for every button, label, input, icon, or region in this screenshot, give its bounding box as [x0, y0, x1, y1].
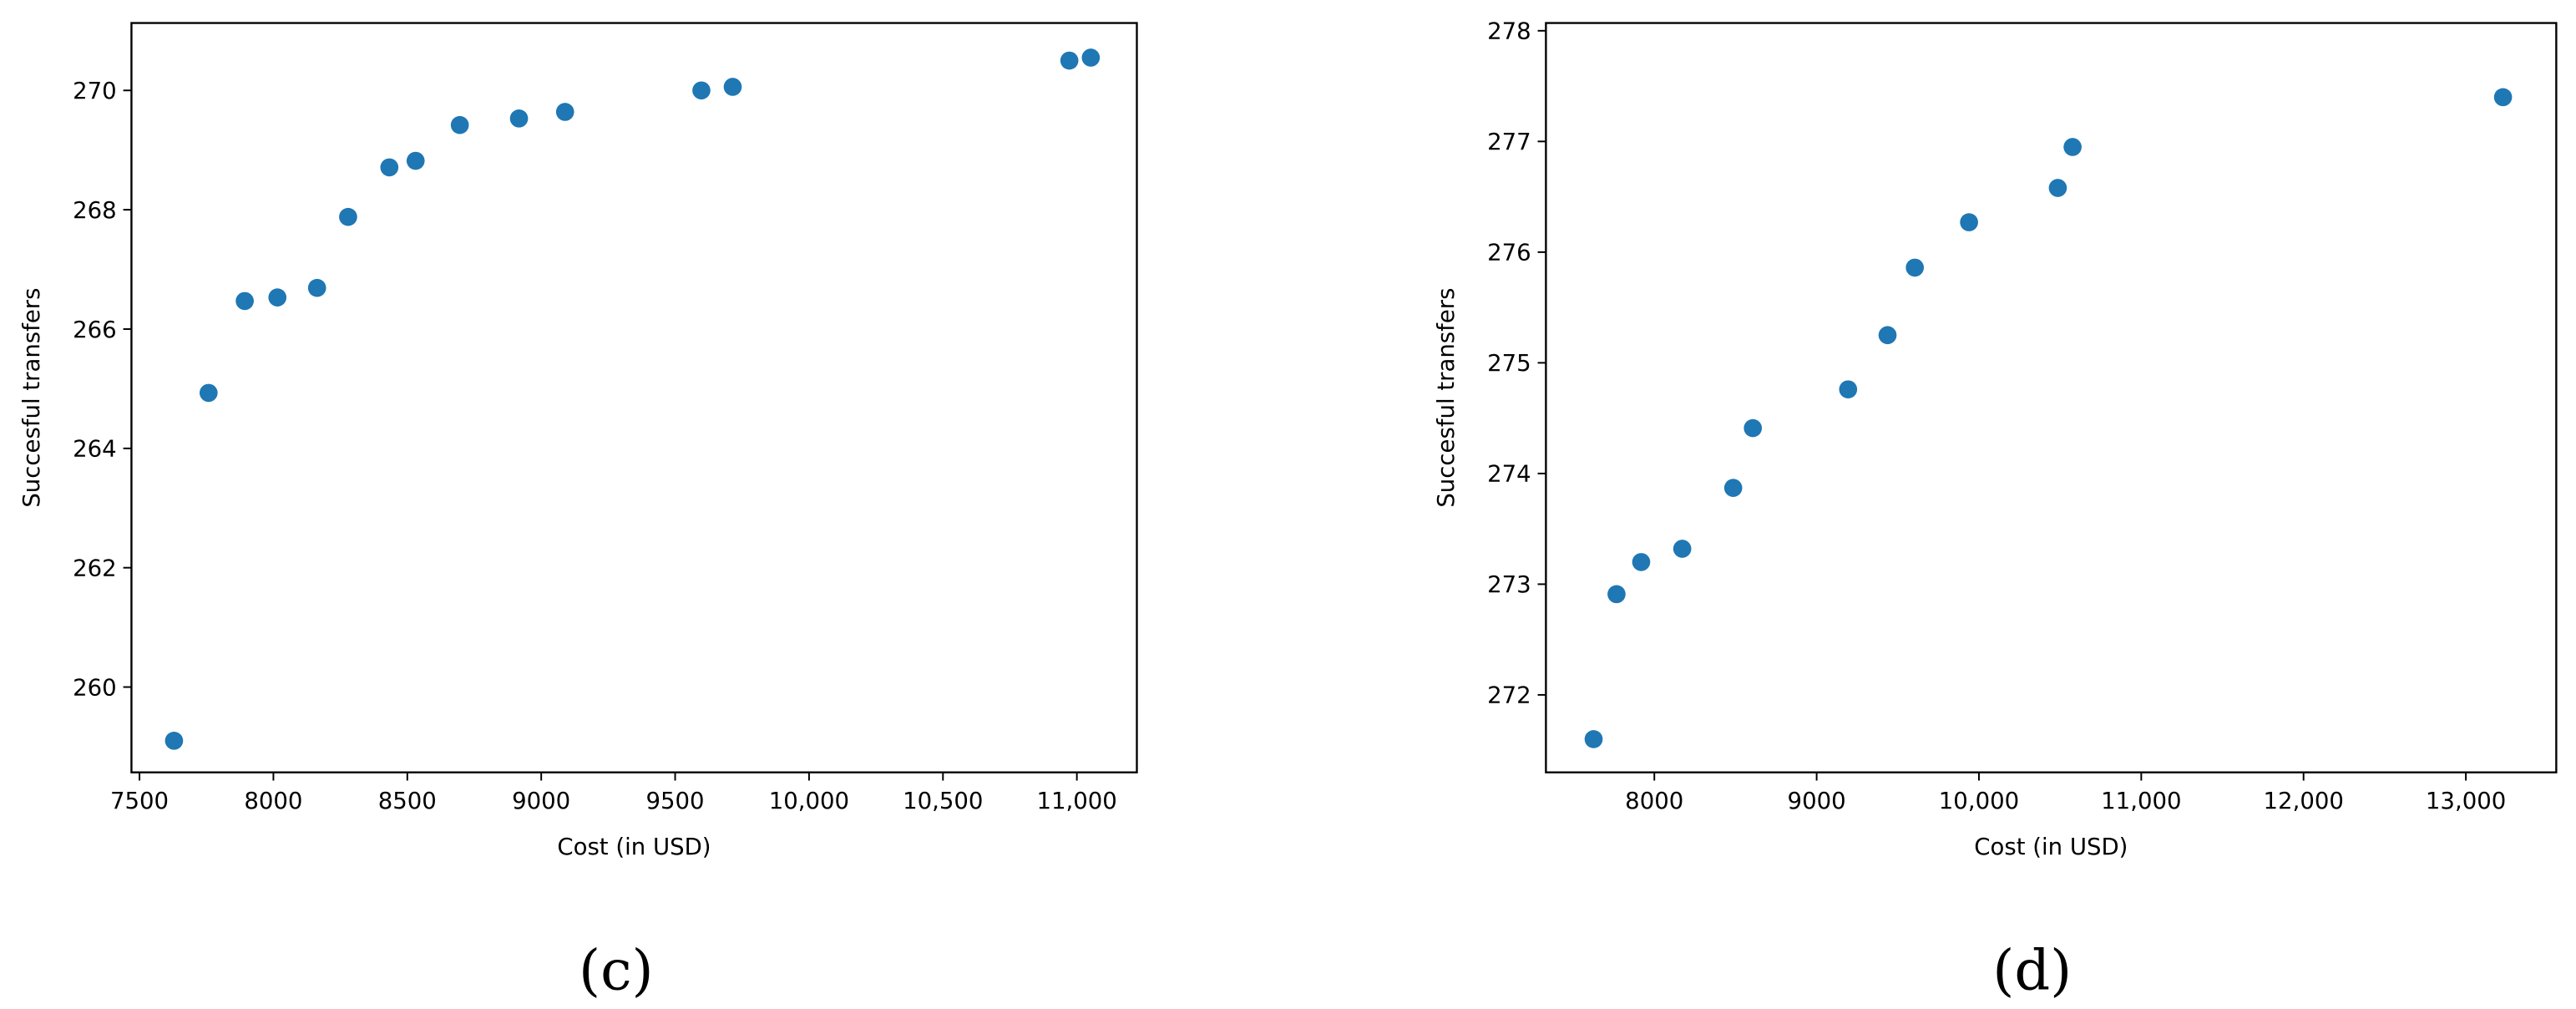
x-tick-label: 7500 — [110, 788, 169, 814]
y-tick-label: 266 — [73, 317, 117, 343]
x-tick-label: 10,000 — [1939, 788, 2019, 814]
point — [235, 292, 254, 311]
x-tick-label: 11,000 — [2101, 788, 2181, 814]
x-tick-label: 8000 — [1625, 788, 1683, 814]
x-tick-label: 10,000 — [769, 788, 849, 814]
point — [555, 103, 574, 121]
y-tick-label: 274 — [1487, 461, 1531, 488]
y-tick-label: 268 — [73, 197, 117, 224]
y-tick-label: 275 — [1487, 350, 1531, 377]
point — [2048, 179, 2067, 197]
point — [199, 383, 218, 403]
point — [1607, 585, 1626, 604]
y-tick-label: 277 — [1487, 129, 1531, 155]
y-tick-label: 276 — [1487, 240, 1531, 266]
y-tick-label: 270 — [73, 78, 117, 104]
plot-frame — [130, 22, 1138, 773]
y-tick-label: 273 — [1487, 571, 1531, 598]
x-tick-label: 12,000 — [2264, 788, 2344, 814]
point — [692, 81, 711, 100]
point — [1839, 380, 1858, 398]
x-tick-label: 11,000 — [1036, 788, 1116, 814]
y-axis-label: Succesful transfers — [18, 288, 45, 508]
x-tick-label: 9500 — [645, 788, 704, 814]
point — [339, 207, 357, 226]
point — [1905, 258, 1925, 277]
x-tick-label: 13,000 — [2426, 788, 2506, 814]
y-tick-label: 272 — [1487, 682, 1531, 709]
x-tick-label: 8000 — [244, 788, 302, 814]
y-tick-label: 278 — [1487, 18, 1531, 45]
x-tick-label: 9000 — [1788, 788, 1846, 814]
point — [450, 115, 469, 134]
point — [307, 278, 326, 297]
point — [380, 158, 399, 177]
point — [406, 151, 425, 170]
point — [723, 78, 742, 96]
y-tick-label: 262 — [73, 555, 117, 582]
point — [509, 109, 529, 128]
point — [1878, 326, 1897, 345]
x-tick-label: 10,500 — [903, 788, 983, 814]
point — [1060, 51, 1079, 70]
point — [1960, 213, 1978, 231]
x-axis-label: Cost (in USD) — [557, 834, 711, 860]
point — [268, 288, 287, 307]
point — [2063, 138, 2082, 156]
plot-frame — [1545, 22, 2558, 773]
point — [1584, 730, 1603, 748]
y-tick-label: 260 — [73, 674, 117, 701]
point — [1673, 540, 1692, 558]
caption: (c) — [579, 937, 654, 1002]
point — [164, 732, 184, 750]
y-axis-label: Succesful transfers — [1433, 288, 1460, 508]
point — [2493, 88, 2513, 107]
point — [1081, 48, 1101, 67]
y-tick-label: 264 — [73, 436, 117, 463]
x-tick-label: 8500 — [378, 788, 437, 814]
point — [1723, 479, 1743, 497]
point — [1743, 418, 1763, 438]
caption: (d) — [1992, 937, 2072, 1002]
point — [1632, 553, 1651, 571]
x-axis-label: Cost (in USD) — [1974, 834, 2128, 860]
x-tick-label: 9000 — [512, 788, 570, 814]
